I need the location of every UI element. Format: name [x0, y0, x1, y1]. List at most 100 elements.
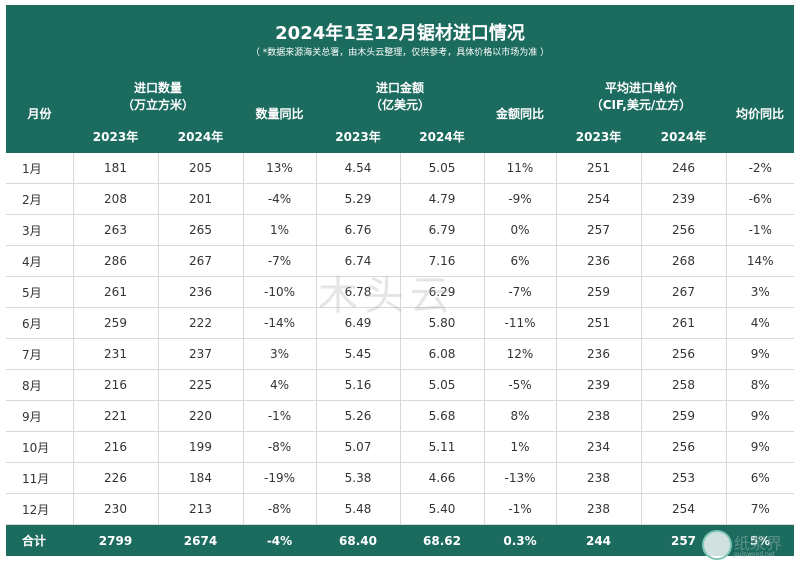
- cell-month: 8月: [6, 369, 74, 401]
- cell-month: 10月: [6, 431, 74, 463]
- cell-qy: -7%: [243, 245, 317, 277]
- table-row: 2月 208 201 -4% 5.29 4.79 -9% 254 239 -6%: [6, 183, 794, 215]
- cell-a23: 5.29: [316, 183, 401, 215]
- cell-a23: 6.49: [316, 307, 401, 339]
- cell-month: 7月: [6, 338, 74, 370]
- cell-py: -1%: [726, 214, 794, 246]
- cell-q23: 231: [73, 338, 159, 370]
- cell-p23: 234: [556, 431, 642, 463]
- table-row: 8月 216 225 4% 5.16 5.05 -5% 239 258 8%: [6, 369, 794, 401]
- cell-month: 11月: [6, 462, 74, 494]
- table-row: 11月 226 184 -19% 5.38 4.66 -13% 238 253 6%: [6, 462, 794, 494]
- cell-p23: 236: [556, 338, 642, 370]
- header-qty-group: 进口数量: [133, 81, 182, 95]
- cell-q24: 2674: [158, 524, 243, 556]
- cell-q24: 265: [158, 214, 244, 246]
- cell-q24: 205: [158, 153, 244, 184]
- header-price-group: 平均进口单价: [604, 81, 677, 95]
- cell-p23: 251: [556, 307, 642, 339]
- cell-month: 4月: [6, 245, 74, 277]
- cell-ay: 0.3%: [484, 524, 556, 556]
- cell-p24: 256: [641, 214, 727, 246]
- table-row: 4月 286 267 -7% 6.74 7.16 6% 236 268 14%: [6, 245, 794, 277]
- cell-month: 5月: [6, 276, 74, 308]
- header-amt-group: 进口金额: [375, 81, 424, 95]
- cell-q24: 213: [158, 493, 244, 525]
- cell-a23: 6.74: [316, 245, 401, 277]
- cell-q23: 181: [73, 153, 159, 184]
- cell-py: 8%: [726, 369, 794, 401]
- cell-p23: 254: [556, 183, 642, 215]
- cell-p23: 259: [556, 276, 642, 308]
- header-amt-yoy: 金额同比: [495, 107, 544, 121]
- cell-q23: 208: [73, 183, 159, 215]
- cell-ay: 1%: [484, 431, 557, 463]
- cell-qy: -1%: [243, 400, 317, 432]
- cell-py: 7%: [726, 493, 794, 525]
- cell-a23: 68.40: [316, 524, 400, 556]
- logo-url: pulpwood.net: [734, 551, 775, 558]
- cell-q24: 236: [158, 276, 244, 308]
- cell-a24: 4.79: [400, 183, 485, 215]
- cell-a24: 5.11: [400, 431, 485, 463]
- table-row: 9月 221 220 -1% 5.26 5.68 8% 238 259 9%: [6, 400, 794, 432]
- header-amt-2023: 2023年: [335, 130, 381, 144]
- cell-py: 9%: [726, 431, 794, 463]
- cell-month: 2月: [6, 183, 74, 215]
- cell-py: -2%: [726, 153, 794, 184]
- cell-p24: 256: [641, 431, 727, 463]
- cell-month: 6月: [6, 307, 74, 339]
- data-table: 1月 181 205 13% 4.54 5.05 11% 251 246 -2% 2月 208 201-…: [6, 153, 794, 556]
- cell-py: 6%: [726, 462, 794, 494]
- cell-py: 9%: [726, 338, 794, 370]
- cell-ay: 12%: [484, 338, 557, 370]
- cell-p24: 254: [641, 493, 727, 525]
- cell-py: 14%: [726, 245, 794, 277]
- cell-a24: 68.62: [400, 524, 484, 556]
- cell-py: 5%: [726, 524, 794, 556]
- cell-qy: -4%: [243, 183, 317, 215]
- cell-month: 1月: [6, 153, 74, 184]
- cell-month: 9月: [6, 400, 74, 432]
- cell-a24: 4.66: [400, 462, 485, 494]
- cell-p24: 253: [641, 462, 727, 494]
- cell-a23: 5.38: [316, 462, 401, 494]
- cell-p23: 238: [556, 462, 642, 494]
- cell-a24: 7.16: [400, 245, 485, 277]
- cell-qy: 1%: [243, 214, 317, 246]
- cell-p23: 239: [556, 369, 642, 401]
- cell-a24: 5.80: [400, 307, 485, 339]
- cell-a23: 5.07: [316, 431, 401, 463]
- cell-p24: 261: [641, 307, 727, 339]
- cell-a23: 5.26: [316, 400, 401, 432]
- logo-name: 纸浆界: [734, 534, 783, 553]
- cell-q24: 237: [158, 338, 244, 370]
- header-qty-unit: （万立方米）: [121, 98, 194, 112]
- cell-q24: 267: [158, 245, 244, 277]
- cell-ay: 8%: [484, 400, 557, 432]
- cell-q23: 286: [73, 245, 159, 277]
- cell-p23: 238: [556, 400, 642, 432]
- cell-ay: -1%: [484, 493, 557, 525]
- cell-qy: -10%: [243, 276, 317, 308]
- cell-q23: 259: [73, 307, 159, 339]
- cell-q23: 216: [73, 369, 159, 401]
- page-title: 2024年1至12月锯材进口情况: [275, 23, 525, 44]
- cell-a23: 6.78: [316, 276, 401, 308]
- cell-month: 12月: [6, 493, 74, 525]
- cell-q23: 261: [73, 276, 159, 308]
- cell-q24: 201: [158, 183, 244, 215]
- cell-p24: 259: [641, 400, 727, 432]
- watermark: 木头云: [318, 273, 456, 319]
- cell-p24: 258: [641, 369, 727, 401]
- cell-q23: 221: [73, 400, 159, 432]
- cell-q24: 184: [158, 462, 244, 494]
- cell-a23: 5.16: [316, 369, 401, 401]
- cell-ay: -9%: [484, 183, 557, 215]
- cell-q24: 225: [158, 369, 244, 401]
- table-row: 12月 230 213 -8% 5.48 5.40 -1% 238 254 7%: [6, 493, 794, 525]
- cell-q23: 263: [73, 214, 159, 246]
- header-price-unit: （CIF,美元/立方）: [590, 98, 692, 112]
- cell-qy: -8%: [243, 493, 317, 525]
- header-month: 月份: [27, 107, 52, 121]
